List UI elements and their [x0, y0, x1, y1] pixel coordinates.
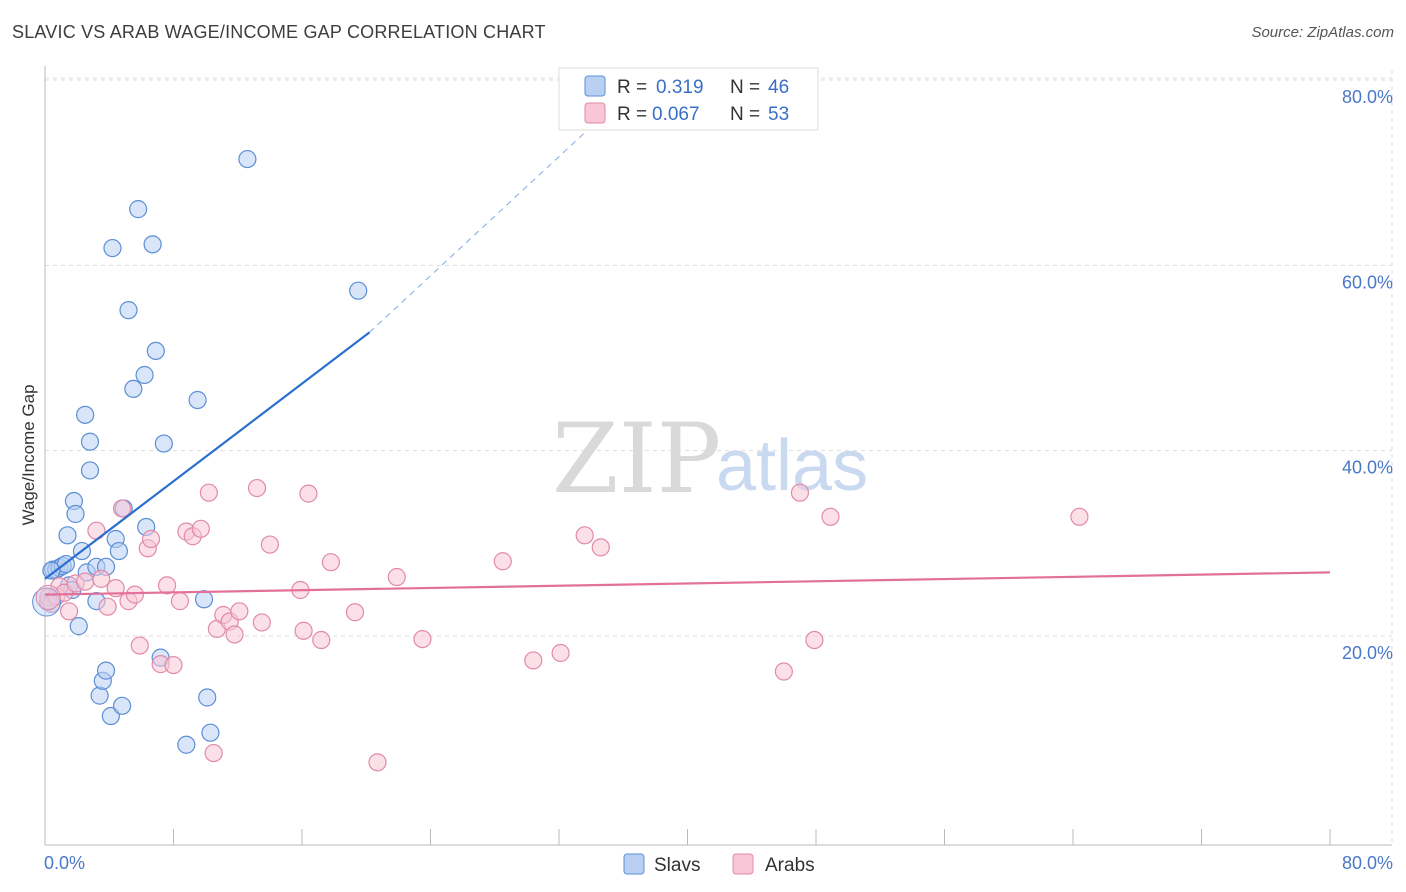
- arabs-point-52: [821, 507, 840, 526]
- grid-layer: [45, 70, 1393, 845]
- slavs-point-13: [76, 405, 95, 424]
- slavs-point-45: [42, 561, 61, 580]
- arabs-point-31: [230, 602, 249, 621]
- arabs-point-5: [59, 602, 79, 621]
- slavs-point-15: [80, 432, 100, 451]
- legend-r-value-slavs: 0.319: [656, 77, 704, 98]
- arabs-point-37: [299, 484, 318, 503]
- slavs-point-39: [188, 390, 207, 410]
- slavs-point-31: [129, 200, 148, 219]
- slavs-point-27: [112, 696, 132, 715]
- slavs-point-41: [198, 688, 217, 707]
- arabs-point-33: [252, 613, 271, 632]
- legend-r-label-arabs: R =: [617, 104, 647, 125]
- arabs-point-49: [774, 662, 793, 681]
- slavs-point-43: [238, 149, 257, 169]
- arabs-point-47: [575, 526, 594, 545]
- arabs-point-19: [157, 576, 177, 595]
- slavs-point-6: [58, 526, 77, 545]
- legend-swatch-arabs: [584, 102, 606, 124]
- slavs-point-21: [96, 661, 116, 680]
- bottom-legend-swatch-slavs: [623, 853, 645, 875]
- arabs-point-cluster: [35, 584, 61, 610]
- arabs-point-12: [112, 499, 132, 518]
- slavs-point-32: [135, 365, 154, 385]
- legend-n-value-arabs: 53: [768, 104, 789, 125]
- chart-title: SLAVIC VS ARAB WAGE/INCOME GAP CORRELATI…: [12, 22, 546, 42]
- x-tick-label-1: 80.0%: [1342, 853, 1393, 873]
- slavs-trend-line: [44, 331, 371, 580]
- arabs-point-40: [345, 603, 365, 622]
- slavs-trend-extension: [369, 96, 624, 333]
- legend-r-label-slavs: R =: [617, 77, 647, 98]
- y-tick-label-2: 60.0%: [1342, 272, 1393, 292]
- slavs-point-24: [103, 238, 122, 258]
- bottom-legend: Slavs Arabs: [623, 853, 815, 876]
- watermark: ZIP atlas: [552, 403, 868, 515]
- bottom-legend-label-slavs: Slavs: [654, 855, 700, 876]
- arabs-point-36: [294, 621, 313, 640]
- arabs-point-26: [204, 743, 223, 763]
- arabs-point-42: [387, 567, 406, 587]
- arabs-point-10: [98, 597, 117, 616]
- arabs-point-39: [321, 553, 341, 572]
- arabs-point-43: [413, 629, 432, 649]
- arabs-point-45: [524, 651, 543, 670]
- slavs-point-37: [154, 434, 173, 453]
- watermark-zip: ZIP: [552, 403, 721, 515]
- bottom-legend-swatch-arabs: [732, 853, 754, 875]
- arabs-point-24: [191, 519, 210, 538]
- slavs-point-23: [101, 706, 120, 726]
- legend-n-value-slavs: 46: [768, 77, 789, 98]
- legend-n-label-slavs: N =: [730, 77, 760, 98]
- arabs-point-44: [493, 552, 512, 571]
- y-tick-label-0: 20.0%: [1342, 643, 1393, 663]
- axis-layer: 20.0% 40.0% 60.0% 80.0% 0.0% 80.0%: [44, 66, 1393, 873]
- slavs-point-38: [177, 735, 196, 754]
- arabs-point-15: [130, 636, 149, 655]
- arabs-point-7: [76, 572, 95, 591]
- trend-layer: [44, 96, 1331, 596]
- source-label: Source: ZipAtlas.com: [1251, 24, 1394, 41]
- bottom-legend-label-arabs: Arabs: [765, 855, 815, 876]
- slavs-point-30: [124, 379, 143, 398]
- slavs-point-10: [66, 504, 85, 524]
- slavs-point-16: [80, 461, 100, 480]
- arabs-point-9: [92, 569, 111, 588]
- arabs-point-46: [551, 643, 570, 663]
- slavs-point-26: [109, 541, 128, 561]
- arabs-point-14: [125, 585, 145, 604]
- arabs-point-17: [141, 529, 161, 549]
- slavs-point-34: [143, 235, 162, 254]
- slavs-point-42: [201, 723, 220, 742]
- arabs-point-25: [199, 483, 218, 502]
- arabs-trend-line: [44, 571, 1331, 596]
- slavs-point-19: [90, 686, 109, 705]
- arabs-point-41: [368, 753, 387, 772]
- legend-swatch-slavs: [584, 75, 606, 97]
- y-axis-label: Wage/Income Gap: [19, 384, 38, 525]
- slavs-point-29: [119, 301, 138, 320]
- arabs-point-51: [805, 630, 824, 650]
- arabs-point-21: [170, 592, 190, 611]
- y-tick-label-3: 80.0%: [1342, 87, 1393, 107]
- arabs-point-32: [247, 478, 267, 498]
- slavs-point-40: [194, 590, 214, 609]
- slavs-point-11: [69, 617, 88, 636]
- y-tick-label-1: 40.0%: [1342, 458, 1393, 478]
- x-tick-label-0: 0.0%: [44, 853, 85, 873]
- top-legend: R = 0.319 N = 46 R = 0.067 N = 53: [558, 67, 819, 131]
- arabs-point-34: [260, 535, 279, 554]
- arabs-point-48: [591, 538, 610, 557]
- arabs-point-30: [225, 625, 244, 644]
- arabs-point-53: [1070, 507, 1089, 526]
- legend-n-label-arabs: N =: [730, 104, 760, 125]
- slavs-point-44: [349, 281, 368, 300]
- arabs-point-20: [164, 655, 183, 675]
- arabs-point-50: [790, 483, 810, 502]
- arabs-point-38: [312, 630, 331, 650]
- legend-r-value-arabs: 0.067: [652, 104, 700, 125]
- slavs-point-35: [146, 341, 165, 361]
